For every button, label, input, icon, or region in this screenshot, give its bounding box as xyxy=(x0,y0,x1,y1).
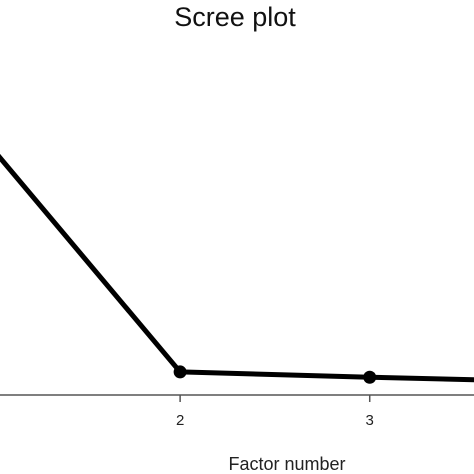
x-axis-label: Factor number xyxy=(228,454,345,474)
series-layer xyxy=(0,153,474,384)
chart-title: Scree plot xyxy=(174,2,296,32)
x-tick-label-2: 2 xyxy=(176,412,184,429)
x-tick-label-3: 3 xyxy=(366,412,374,429)
series-line-0 xyxy=(0,153,474,383)
data-point-2 xyxy=(173,365,187,379)
data-point-3 xyxy=(363,370,377,384)
